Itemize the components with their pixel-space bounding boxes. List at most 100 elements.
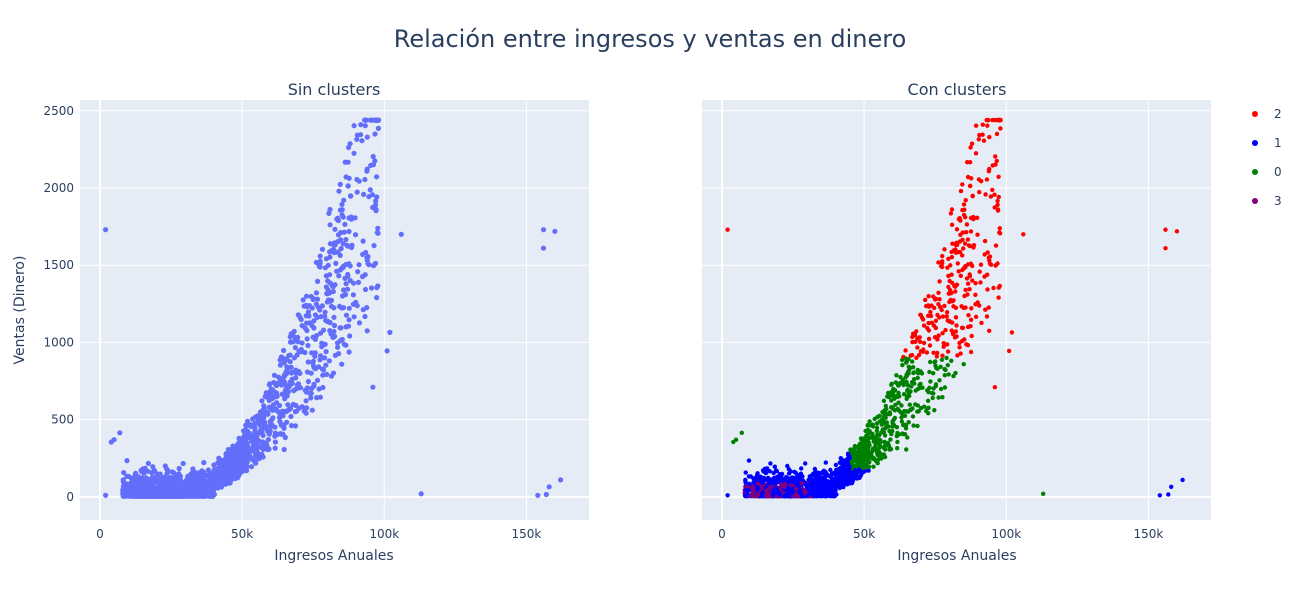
data-point (343, 281, 349, 287)
data-point-cluster-2 (977, 189, 982, 195)
data-point (177, 493, 183, 499)
data-point (345, 323, 352, 329)
legend-item-3[interactable]: 3 (1252, 194, 1282, 208)
data-point-cluster-0 (928, 359, 933, 365)
data-point (185, 484, 191, 490)
data-point-cluster-3 (763, 488, 769, 494)
data-point (281, 356, 287, 362)
data-point (298, 316, 304, 323)
data-point (198, 470, 204, 476)
data-point (324, 371, 330, 377)
data-point (288, 370, 294, 376)
data-point (132, 487, 138, 493)
legend-item-2[interactable]: 2 (1252, 107, 1282, 121)
data-point (354, 303, 360, 309)
data-point (287, 359, 293, 365)
data-point (255, 413, 261, 419)
data-point-cluster-2 (985, 123, 990, 128)
data-point (222, 481, 228, 487)
data-point-cluster-2 (941, 341, 946, 346)
data-point-cluster-0 (880, 427, 885, 432)
data-point-cluster-0 (925, 398, 931, 403)
data-point (339, 201, 345, 207)
data-point (374, 194, 380, 200)
data-point-cluster-0 (867, 459, 872, 465)
legend-item-1[interactable]: 1 (1252, 136, 1282, 150)
data-point-cluster-2 (926, 313, 931, 318)
data-point (384, 348, 390, 354)
data-point-cluster-2 (963, 198, 968, 203)
data-point-cluster-0 (891, 389, 896, 395)
data-point-cluster-1 (821, 478, 826, 484)
data-point (327, 272, 333, 278)
data-point-cluster-0 (895, 439, 900, 445)
data-point (370, 153, 376, 160)
data-point (322, 265, 328, 271)
data-point (332, 226, 338, 232)
legend-label: 3 (1274, 194, 1282, 208)
data-point (332, 242, 338, 248)
data-point (242, 464, 248, 470)
data-point-cluster-2 (947, 291, 952, 296)
data-point-cluster-2 (980, 132, 985, 137)
data-point-cluster-2 (976, 137, 981, 142)
data-point-cluster-2 (1021, 232, 1026, 237)
data-point-cluster-1 (852, 468, 858, 474)
data-point (552, 228, 558, 234)
data-point-cluster-0 (873, 447, 878, 453)
data-point-cluster-1 (1169, 484, 1174, 489)
data-point-cluster-0 (871, 464, 876, 469)
data-point-cluster-0 (867, 443, 872, 448)
data-point (346, 305, 352, 311)
data-point-cluster-1 (814, 493, 819, 499)
data-point-cluster-0 (861, 465, 866, 471)
data-point-cluster-0 (908, 389, 913, 394)
data-point (150, 464, 156, 470)
data-point-cluster-0 (896, 408, 902, 413)
data-point (146, 484, 152, 490)
data-point (281, 347, 287, 354)
data-point-cluster-1 (742, 493, 748, 498)
data-point (331, 305, 337, 311)
data-point-cluster-1 (792, 469, 797, 475)
data-point-cluster-2 (987, 134, 992, 140)
data-point-cluster-1 (858, 473, 864, 478)
data-point-cluster-0 (906, 420, 911, 425)
data-point (298, 346, 304, 353)
data-point (370, 204, 376, 211)
data-point (320, 367, 327, 373)
data-point-cluster-2 (960, 182, 965, 187)
data-point-cluster-1 (743, 470, 748, 475)
x-tick-label: 150k (512, 527, 542, 541)
data-point (323, 362, 329, 368)
data-point (311, 318, 317, 324)
legend-item-0[interactable]: 0 (1252, 165, 1282, 179)
data-point-cluster-3 (750, 489, 755, 495)
x-tick-label: 150k (1134, 527, 1164, 541)
data-point-cluster-0 (904, 394, 910, 399)
data-point-cluster-3 (751, 493, 756, 499)
data-point (132, 493, 138, 499)
data-point-cluster-0 (876, 457, 881, 462)
data-point-cluster-2 (973, 281, 978, 286)
data-point (340, 214, 346, 220)
data-point-cluster-0 (893, 402, 898, 407)
data-point-cluster-0 (918, 370, 924, 375)
data-point (278, 377, 284, 383)
data-point (230, 468, 236, 474)
data-point-cluster-1 (841, 462, 847, 468)
data-point-cluster-0 (905, 435, 910, 440)
data-point-cluster-2 (932, 335, 938, 340)
data-point (543, 491, 549, 498)
data-point (327, 222, 333, 228)
legend-label: 0 (1274, 165, 1282, 179)
data-point-cluster-0 (918, 405, 924, 411)
data-point (168, 475, 174, 481)
legend[interactable]: 2 1 0 3 (1252, 107, 1282, 208)
data-point (387, 329, 393, 335)
subplot-sin-clusters: 0 50k 100k 150k 0 500 1000 1500 2000 2500 Sin clu… (12, 80, 589, 564)
data-point-cluster-0 (877, 419, 883, 424)
data-point-cluster-1 (784, 492, 790, 497)
data-point (311, 365, 317, 371)
data-point (283, 382, 289, 388)
